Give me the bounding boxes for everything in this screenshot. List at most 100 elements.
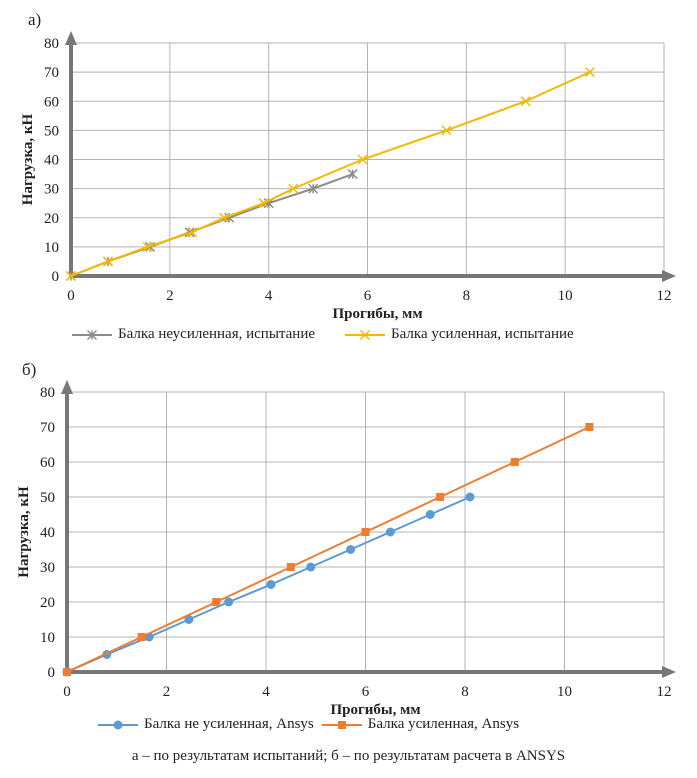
tick-labels-b: 0 10 20 30 40 50 60 70 80 0 2 4 6 8 10 12 xyxy=(40,385,672,700)
x-tick-b-4: 8 xyxy=(461,684,469,700)
axes-b xyxy=(61,380,676,678)
legend-label-a-1: Балка усиленная, испытание xyxy=(391,326,574,342)
point-a-0-6 xyxy=(308,183,319,194)
point-a-1-5 xyxy=(258,198,269,209)
legend-swatch-b-1 xyxy=(321,720,362,729)
legend-swatch-b-0 xyxy=(98,720,138,729)
point-b-0-8 xyxy=(385,527,395,537)
y-tick-a-2: 20 xyxy=(44,211,59,227)
x-tick-b-2: 4 xyxy=(262,684,270,700)
y-tick-a-7: 70 xyxy=(44,65,59,81)
x-tick-b-1: 2 xyxy=(163,684,171,700)
y-axis-title-a: Нагрузка, кН xyxy=(20,113,36,205)
legend-item-a-1: Балка усиленная, испытание xyxy=(343,326,574,343)
point-b-1-6 xyxy=(510,458,519,466)
x-tick-b-6: 12 xyxy=(657,684,672,700)
legend-b: Балка не усиленная, Ansys Балка усиленна… xyxy=(96,716,519,733)
x-axis-title-a: Прогибы, мм xyxy=(332,306,422,322)
legend-item-a-0: Балка неусиленная, испытание xyxy=(70,326,315,343)
y-tick-b-5: 50 xyxy=(40,490,55,506)
x-tick-a-2: 4 xyxy=(265,288,273,304)
figure-caption: а – по результатам испытаний; б – по рез… xyxy=(131,748,566,764)
y-tick-a-0: 0 xyxy=(52,269,60,285)
y-tick-b-4: 40 xyxy=(40,525,55,541)
x-tick-a-3: 6 xyxy=(364,288,372,304)
panel-b-label: б) xyxy=(22,360,37,379)
chart-a: 0 10 20 30 40 50 60 70 80 0 2 4 6 8 10 12 Прогибы, мм Наг… xyxy=(20,31,676,322)
axes-a xyxy=(65,31,676,282)
point-a-1-6 xyxy=(288,183,299,194)
x-tick-a-4: 8 xyxy=(463,288,471,304)
x-tick-b-5: 10 xyxy=(557,684,572,700)
y-axis-arrow-a xyxy=(65,31,77,45)
point-b-0-10 xyxy=(465,492,475,502)
point-a-1-0 xyxy=(65,270,77,282)
y-tick-b-6: 60 xyxy=(40,455,55,471)
x-axis-title-b: Прогибы, мм xyxy=(330,702,420,718)
legend-item-b-1: Балка усиленная, Ansys xyxy=(320,716,519,733)
y-tick-b-2: 20 xyxy=(40,595,55,611)
point-b-0-4 xyxy=(224,597,234,607)
legend-label-b-0: Балка не усиленная, Ansys xyxy=(144,716,314,732)
point-a-1-10 xyxy=(584,67,595,78)
x-tick-a-5: 10 xyxy=(558,288,573,304)
point-b-0-7 xyxy=(346,545,356,554)
point-a-0-7 xyxy=(347,169,358,180)
legend-a: Балка неусиленная, испытание Балка усиле… xyxy=(70,326,574,343)
point-b-1-2 xyxy=(212,598,221,606)
point-a-1-3 xyxy=(187,227,198,238)
series-line-a-0 xyxy=(70,173,354,277)
x-tick-a-0: 0 xyxy=(67,288,75,304)
y-tick-b-0: 0 xyxy=(48,665,56,681)
y-tick-a-6: 60 xyxy=(44,94,59,110)
series-a-1 xyxy=(65,67,595,282)
legend-label-b-1: Балка усиленная, Ansys xyxy=(367,716,520,732)
y-tick-b-8: 80 xyxy=(40,385,55,401)
y-tick-a-4: 40 xyxy=(44,153,59,169)
legend-marker xyxy=(113,720,123,729)
point-b-1-0 xyxy=(63,668,71,676)
y-tick-b-3: 30 xyxy=(40,560,55,576)
y-tick-a-5: 50 xyxy=(44,123,59,139)
panel-a-label: а) xyxy=(28,10,42,29)
tick-labels-a: 0 10 20 30 40 50 60 70 80 0 2 4 6 8 10 12 xyxy=(44,36,672,304)
point-b-1-7 xyxy=(585,423,594,431)
legend-marker xyxy=(359,329,371,340)
y-tick-a-3: 30 xyxy=(44,182,59,198)
point-b-1-4 xyxy=(361,528,370,536)
point-b-1-3 xyxy=(286,563,295,571)
series-line-b-1 xyxy=(66,426,590,673)
point-b-0-9 xyxy=(425,510,435,519)
point-a-1-9 xyxy=(520,96,531,107)
gridlines-a xyxy=(71,42,665,276)
chart-b: 0 10 20 30 40 50 60 70 80 0 2 4 6 8 10 12 Прогибы, мм Наг… xyxy=(16,380,676,718)
point-b-0-5 xyxy=(266,580,276,589)
point-a-1-7 xyxy=(357,154,368,165)
y-axis-title-b: Нагрузка, кН xyxy=(16,486,32,578)
legend-swatch-a-1 xyxy=(345,329,386,340)
legend-swatch-a-0 xyxy=(72,329,112,340)
y-axis-arrow-b xyxy=(61,380,73,394)
x-tick-b-0: 0 xyxy=(63,684,71,700)
point-a-1-2 xyxy=(142,241,153,252)
y-tick-b-7: 70 xyxy=(40,420,55,436)
point-a-1-4 xyxy=(219,212,230,223)
x-tick-a-1: 2 xyxy=(166,288,174,304)
series-b-1 xyxy=(63,423,594,676)
point-b-1-1 xyxy=(137,633,146,641)
point-a-1-1 xyxy=(103,256,114,267)
y-tick-b-1: 10 xyxy=(40,630,55,646)
x-tick-a-6: 12 xyxy=(657,288,672,304)
point-a-1-8 xyxy=(441,125,452,136)
legend-marker xyxy=(86,329,98,340)
y-tick-a-8: 80 xyxy=(44,36,59,52)
point-b-0-6 xyxy=(306,562,316,572)
legend-marker xyxy=(337,720,346,729)
legend-item-b-0: Балка не усиленная, Ansys xyxy=(96,716,314,733)
point-b-1-5 xyxy=(436,493,445,501)
x-axis-arrow-a xyxy=(662,270,676,282)
legend-label-a-0: Балка неусиленная, испытание xyxy=(118,326,316,342)
series-b-0 xyxy=(62,492,475,677)
x-axis-arrow-b xyxy=(662,666,676,678)
x-tick-b-3: 6 xyxy=(362,684,370,700)
